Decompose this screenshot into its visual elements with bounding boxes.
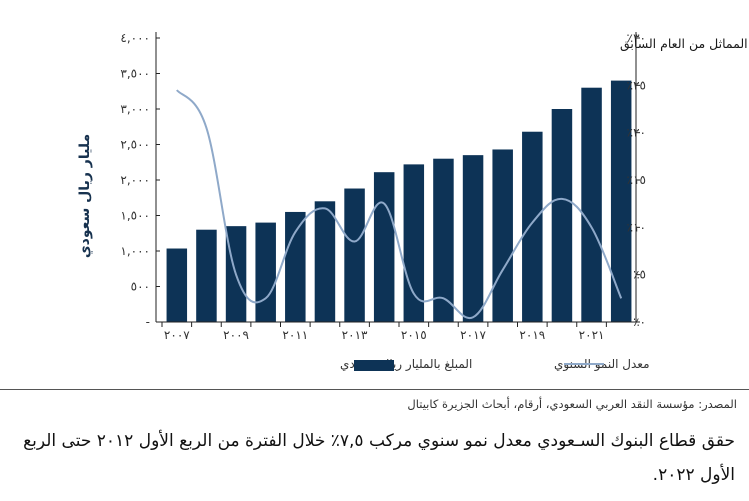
source-note: المصدر: مؤسسة النقد العربي السعودي، أرقا… xyxy=(407,397,737,411)
x-tick-label: ٢٠٢١ xyxy=(579,328,605,342)
right-tick-label: ٣٠٪ xyxy=(627,31,646,45)
bar-٢٠٠٧ xyxy=(166,248,188,322)
legend-bar-swatch xyxy=(354,360,394,371)
left-tick-label: ٣,٥٠٠ xyxy=(120,67,150,81)
bar-٢٠١٦ xyxy=(433,158,454,322)
bar-٢٠١٤ xyxy=(373,172,395,322)
x-tick-label: ٢٠١٧ xyxy=(460,328,486,342)
bar-٢٠١٢ xyxy=(314,201,336,322)
left-axis-label: مليار ريال سعودي xyxy=(77,134,94,258)
left-axis-ticks: - ٥٠٠ ١,٠٠٠ ١,٥٠٠ ٢,٠٠٠ ٢,٥٠٠ ٣,٠٠٠ ٣,٥٠٠ ٤,٠٠٠ xyxy=(120,31,160,329)
bar-٢٠١٩ xyxy=(522,131,543,322)
bar-series xyxy=(166,80,632,322)
bar-٢٠١٥ xyxy=(403,164,425,322)
bar-٢٠١١ xyxy=(285,211,306,322)
right-axis-ticks: ٠٪ ٥٪ ١٠٪ ١٥٪ ٢٠٪ ٢٥٪ ٣٠٪ xyxy=(627,31,646,329)
bar-٢٠١٨ xyxy=(492,149,513,322)
x-tick-label: ٢٠١٩ xyxy=(519,328,545,342)
left-tick-label: ٢,٥٠٠ xyxy=(120,138,150,152)
bar-٢٠٢٠ xyxy=(551,109,573,322)
chart: -٥٠٠١,٠٠٠١,٥٠٠٢,٠٠٠٢,٥٠٠٣,٠٠٠٣,٥٠٠٤,٠٠٠ … xyxy=(77,31,749,372)
right-tick-label: ٢٥٪ xyxy=(627,78,646,92)
left-tick-label: ٥٠٠ xyxy=(131,280,150,294)
x-tick-label: ٢٠٠٧ xyxy=(164,328,190,342)
left-tick-label: ٢,٠٠٠ xyxy=(120,173,150,187)
chart-annotation: ١١٪ في الربع الأول ٢٠٢٢ عن الربع المماثل… xyxy=(620,36,749,52)
right-tick-label: ٥٪ xyxy=(633,268,646,282)
left-tick-label: ١,٥٠٠ xyxy=(120,209,150,223)
bar-٢٠٠٨ xyxy=(196,229,217,322)
left-tick-label: - xyxy=(146,315,150,329)
bar-٢٠٢١ xyxy=(581,87,602,322)
right-tick-label: ١٠٪ xyxy=(627,220,646,234)
right-tick-label: ١٥٪ xyxy=(627,173,646,187)
bar-٢٠١٠ xyxy=(255,222,276,322)
right-tick-label: ٢٠٪ xyxy=(627,126,646,140)
bar-٢٠٢٢ xyxy=(610,80,632,322)
left-tick-label: ٣,٠٠٠ xyxy=(120,102,150,116)
axes xyxy=(155,32,637,323)
bar-٢٠١٧ xyxy=(462,155,484,322)
x-tick-label: ٢٠١١ xyxy=(282,328,308,342)
left-tick-label: ٤,٠٠٠ xyxy=(120,31,150,45)
right-tick-label: ٠٪ xyxy=(633,315,646,329)
legend: المبلغ بالمليار ريال سعودي معدل النمو ال… xyxy=(340,357,650,372)
bar-٢٠١٣ xyxy=(344,188,365,322)
divider xyxy=(0,389,749,390)
left-tick-label: ١,٠٠٠ xyxy=(120,244,150,258)
x-tick-label: ٢٠٠٩ xyxy=(223,328,249,342)
x-tick-label: ٢٠١٥ xyxy=(401,328,427,342)
caption-text: حقق قطاع البنوك السـعودي معدل نمو سنوي م… xyxy=(23,431,735,485)
x-tick-label: ٢٠١٣ xyxy=(342,328,368,342)
growth-rate-line xyxy=(176,89,623,320)
x-axis-ticks: ٢٠٠٧ ٢٠٠٩ ٢٠١١ ٢٠١٣ ٢٠١٥ ٢٠١٧ ٢٠١٩ ٢٠٢١ xyxy=(161,322,607,342)
